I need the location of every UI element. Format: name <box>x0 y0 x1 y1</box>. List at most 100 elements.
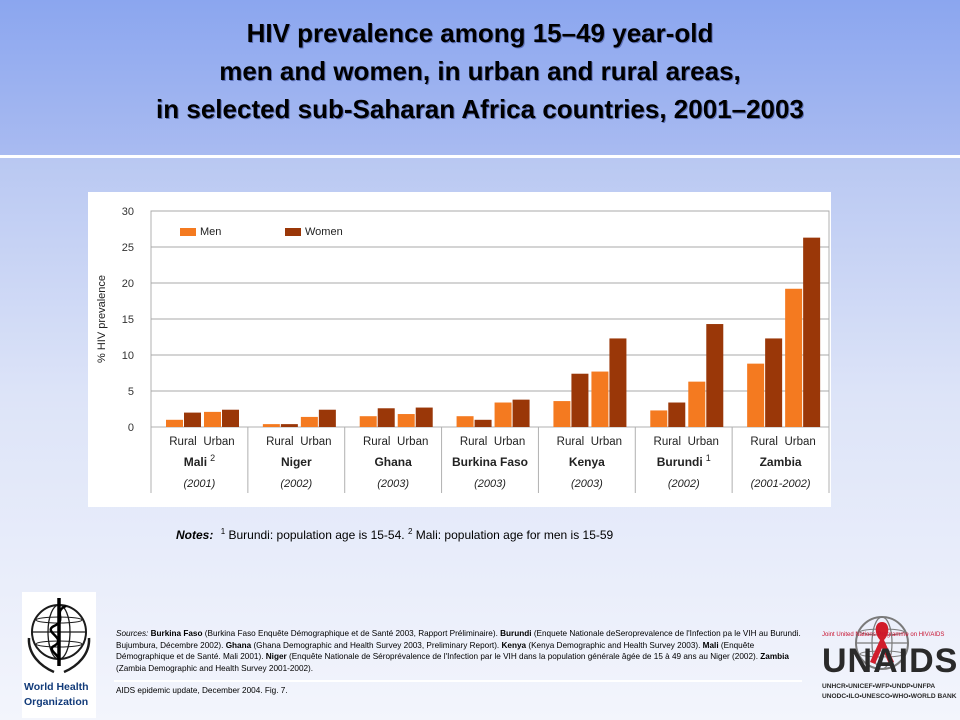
survey-year-label: (2002) <box>668 478 700 490</box>
setting-label: Rural <box>654 436 681 448</box>
bar-women <box>318 409 336 427</box>
setting-label: Urban <box>203 436 234 448</box>
source-burkina-faso-name: Burkina Faso <box>150 629 203 638</box>
setting-label: Rural <box>363 436 390 448</box>
source-zambia-name: Zambia <box>760 652 789 662</box>
country-label: Ghana <box>374 455 412 469</box>
y-axis-label: % HIV prevalence <box>96 275 108 363</box>
bar-men <box>300 416 318 427</box>
title-line-2: men and women, in urban and rural areas, <box>219 56 741 86</box>
who-name-line-1: World Health <box>24 681 89 693</box>
setting-label: Urban <box>397 436 428 448</box>
bar-men <box>204 411 221 427</box>
source-mali-name: Mali <box>702 640 719 650</box>
bar-men <box>688 381 706 427</box>
note-1-marker: 1 <box>220 527 226 536</box>
survey-year-label: (2002) <box>280 478 312 490</box>
bar-women <box>184 412 201 427</box>
survey-year-label: (2003) <box>571 478 603 490</box>
y-tick-label: 25 <box>122 242 134 254</box>
bar-women <box>765 338 783 427</box>
bar-men <box>359 416 377 427</box>
unaids-emblem-icon <box>855 616 909 670</box>
note-2-text: Mali: population age for men is 15-59 <box>415 528 614 542</box>
setting-label: Urban <box>300 436 331 448</box>
setting-label: Urban <box>494 436 525 448</box>
bar-women <box>415 407 433 427</box>
source-mali-text: (Enquête Démographique et de Santé. Mali… <box>116 640 755 662</box>
legend-swatch-men <box>180 228 196 236</box>
source-ghana-name: Ghana <box>225 640 252 650</box>
country-label: Mali 2 <box>184 453 215 469</box>
y-tick-label: 5 <box>128 386 134 398</box>
country-label: Burundi 1 <box>657 453 711 469</box>
sources-text: Sources: Burkina Faso (Burkina Faso Enqu… <box>116 628 806 674</box>
bar-chart: 0 5 10 15 20 25 30 % HIV prevalence Rural Urban Ma… <box>96 206 830 493</box>
who-logo <box>22 592 96 718</box>
bar-women <box>377 408 395 427</box>
bar-men <box>494 402 512 427</box>
country-footnote-marker: 1 <box>706 453 711 463</box>
source-burundi-text: (Enquete Nationale deSeroprevalence de l… <box>116 629 801 650</box>
bar-men <box>456 416 474 427</box>
country-label: Niger <box>281 455 312 469</box>
source-niger-text: (Enquête Nationale de Séroprévalence de … <box>288 652 758 662</box>
source-ghana-text: (Ghana Demographic and Health Survey 200… <box>253 640 500 650</box>
bar-women <box>222 409 239 427</box>
setting-label: Urban <box>784 436 815 448</box>
country-footnote-marker: 2 <box>210 453 215 463</box>
title-divider <box>0 155 960 158</box>
bar-women <box>803 237 821 427</box>
source-zambia-text: (Zambia Demographic and Health Survey 20… <box>116 663 314 673</box>
unaids-members-line-1: UNHCR•UNICEF•WFP•UNDP•UNFPA <box>822 683 936 690</box>
title-line-3: in selected sub-Saharan Africa countries… <box>156 94 804 124</box>
y-tick-label: 30 <box>122 206 134 218</box>
page-title: HIV prevalence among 15–49 year-old men … <box>0 14 960 128</box>
bar-men <box>747 363 765 427</box>
source-burkina-faso-text: (Burkina Faso Enquête Démographique et d… <box>204 629 498 638</box>
who-emblem-icon <box>27 598 91 674</box>
bar-men <box>553 401 571 427</box>
figure-citation: AIDS epidemic update, December 2004. Fig… <box>116 686 288 695</box>
unaids-members-line-2: UNODC•ILO•UNESCO•WHO•WORLD BANK <box>822 693 957 700</box>
bar-men <box>650 410 668 427</box>
legend-label-men: Men <box>200 226 221 238</box>
legend-label-women: Women <box>305 226 343 238</box>
unaids-wordmark: UNAIDS <box>822 642 959 680</box>
sources-label: Sources: <box>116 629 149 638</box>
footer-divider <box>114 680 802 682</box>
bar-women <box>474 419 492 427</box>
bar-women <box>512 399 530 427</box>
setting-label: Urban <box>688 436 719 448</box>
country-label: Kenya <box>569 455 605 469</box>
title-line-1: HIV prevalence among 15–49 year-old <box>246 18 714 48</box>
bar-women <box>609 338 627 427</box>
source-burundi-name: Burundi <box>500 629 532 638</box>
unaids-members: UNHCR•UNICEF•WFP•UNDP•UNFPA UNODC•ILO•UN… <box>822 682 957 702</box>
source-kenya-name: Kenya <box>501 640 527 650</box>
y-tick-label: 10 <box>122 350 134 362</box>
bar-women <box>280 424 298 427</box>
unaids-subtitle: Joint United Nations Programme on HIV/AI… <box>822 632 945 638</box>
survey-year-label: (2003) <box>474 478 506 490</box>
bar-men <box>262 424 280 427</box>
bar-men <box>166 419 183 427</box>
setting-label: Rural <box>750 436 777 448</box>
setting-label: Rural <box>557 436 584 448</box>
bar-women <box>668 402 686 427</box>
bar-women <box>706 324 724 427</box>
survey-year-label: (2001) <box>184 478 216 490</box>
country-label: Burkina Faso <box>452 455 528 469</box>
setting-label: Urban <box>591 436 622 448</box>
setting-label: Rural <box>460 436 487 448</box>
notes-label: Notes: <box>176 528 214 542</box>
bar-men <box>591 371 609 427</box>
country-label: Zambia <box>760 455 802 469</box>
title-band <box>0 0 960 157</box>
y-tick-label: 15 <box>122 314 134 326</box>
source-kenya-text: (Kenya Demographic and Health Survey 200… <box>528 640 701 650</box>
who-name-line-2: Organization <box>24 696 89 708</box>
bar-men <box>785 288 803 427</box>
y-tick-label: 0 <box>128 422 134 434</box>
survey-year-label: (2001-2002) <box>751 478 811 490</box>
